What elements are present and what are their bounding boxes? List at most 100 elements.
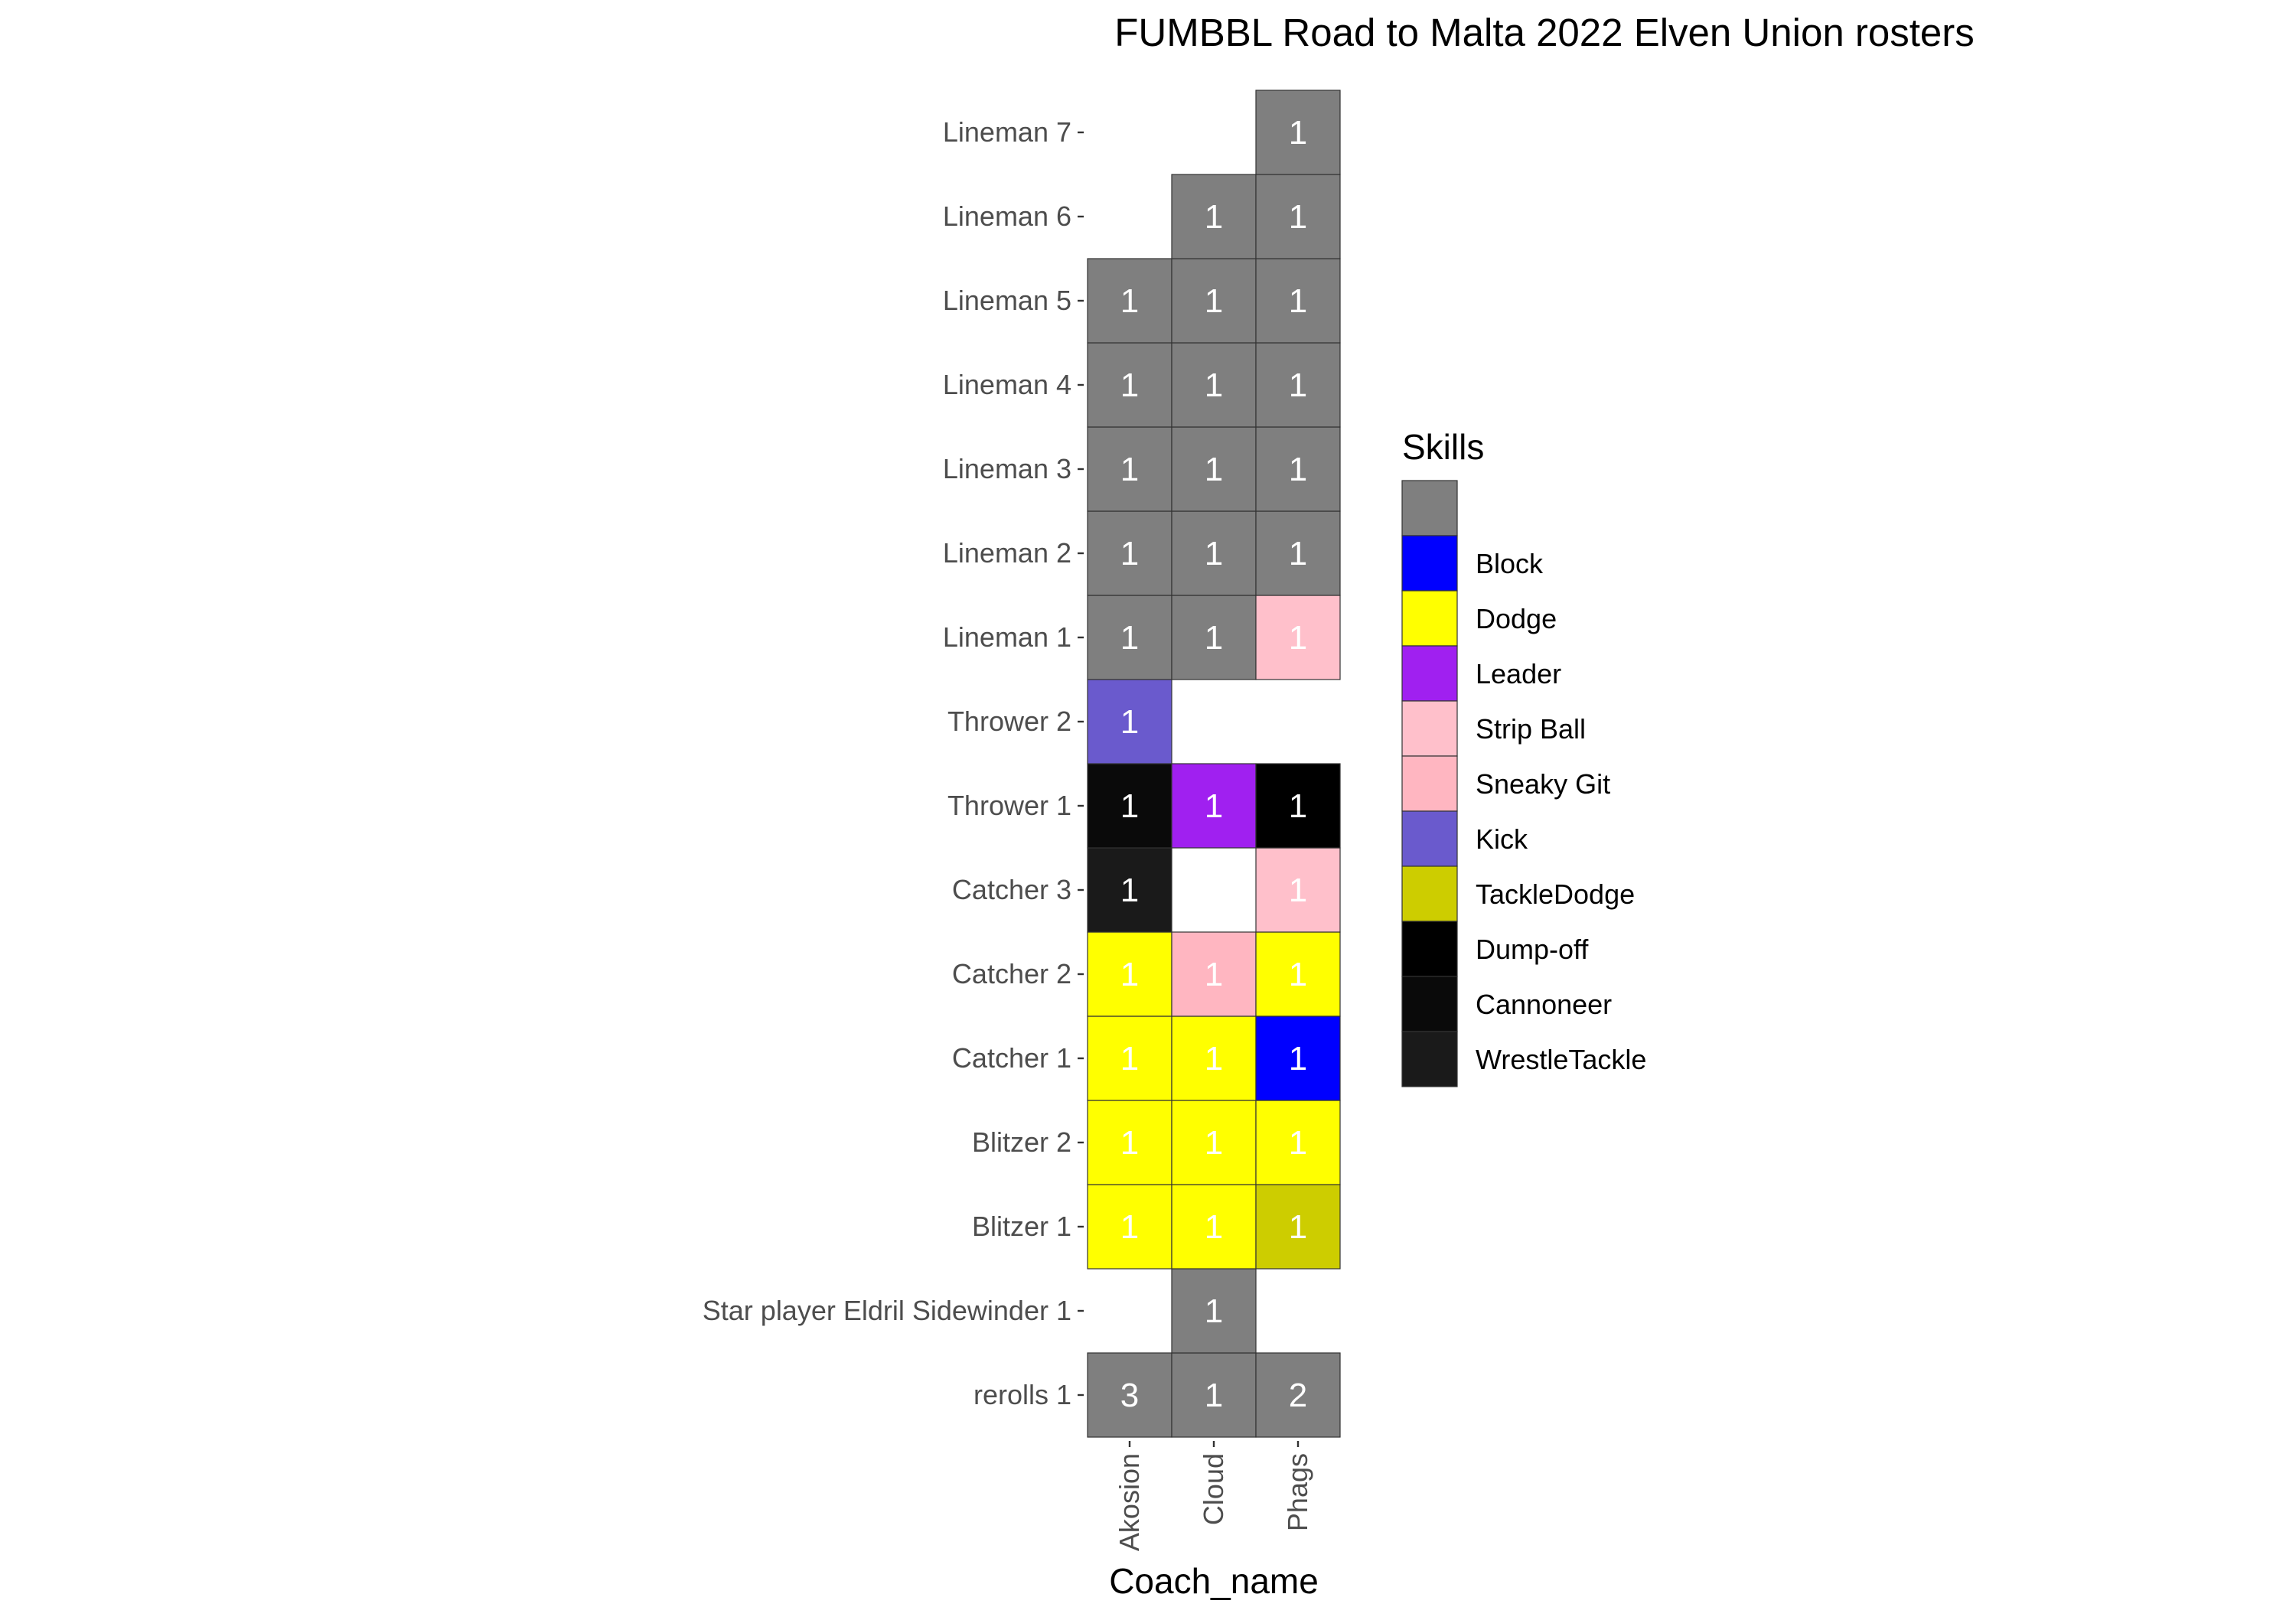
heatmap-cell-akosion-thrower-1	[1087, 763, 1172, 849]
y-tick-label: Lineman 5	[943, 285, 1071, 316]
heatmap-cell-phags-blitzer-1	[1255, 1184, 1341, 1270]
heatmap-cell-phags-catcher-3	[1255, 847, 1341, 933]
heatmap-cell-akosion-catcher-3	[1087, 847, 1172, 933]
cell-value-label: 1	[1205, 451, 1223, 488]
y-tick-label: Lineman 6	[943, 200, 1071, 232]
legend-key	[1401, 976, 1458, 1032]
cell-value-label: 1	[1120, 535, 1139, 572]
legend-label: Strip Ball	[1476, 713, 1586, 745]
cell-value-label: 1	[1289, 282, 1307, 320]
cell-value-label: 1	[1289, 1208, 1307, 1246]
heatmap-cell-cloud-catcher-1	[1171, 1015, 1257, 1101]
cell-value-label: 1	[1205, 787, 1223, 825]
cell-value-label: 1	[1120, 282, 1139, 320]
legend-key	[1401, 810, 1458, 867]
y-tick-label: Lineman 7	[943, 116, 1071, 148]
legend-label: WrestleTackle	[1476, 1044, 1646, 1075]
heatmap-cell-akosion-blitzer-2	[1087, 1100, 1172, 1185]
heatmap-cell-phags-lineman-2	[1255, 510, 1341, 596]
y-tick-label: Lineman 4	[943, 369, 1071, 400]
cell-value-label: 1	[1120, 1124, 1139, 1162]
y-axis: rerolls 1 Star player Eldril Sidewinder 1…	[703, 116, 1084, 1410]
cell-value-label: 1	[1205, 1124, 1223, 1162]
x-tick-label: Akosion	[1114, 1453, 1145, 1551]
legend-key	[1401, 480, 1458, 536]
y-tick-label: Lineman 3	[943, 453, 1071, 484]
legend-key	[1401, 645, 1458, 702]
cell-value-label: 1	[1205, 535, 1223, 572]
cell-value-label: 1	[1289, 787, 1307, 825]
cell-value-label: 2	[1289, 1377, 1307, 1414]
cell-value-label: 1	[1120, 787, 1139, 825]
legend-key	[1401, 755, 1458, 812]
heatmap-cell-phags-rerolls-1	[1255, 1352, 1341, 1438]
cell-value-label: 1	[1289, 872, 1307, 909]
legend-label: Leader	[1476, 658, 1561, 689]
heatmap-cell-cloud-star-player-eldril-sidewinder-1	[1171, 1268, 1257, 1354]
cell-value-label: 1	[1205, 1377, 1223, 1414]
cell-value-label: 1	[1120, 1040, 1139, 1077]
cell-value-label: 1	[1205, 1208, 1223, 1246]
cell-value-label: 1	[1120, 956, 1139, 993]
cell-value-label: 1	[1205, 1040, 1223, 1077]
x-axis-title: Coach_name	[1109, 1561, 1319, 1601]
heatmap-cell-cloud-lineman-6	[1171, 174, 1257, 259]
y-tick-label: Catcher 3	[952, 874, 1071, 905]
legend-key	[1401, 535, 1458, 592]
heatmap-cell-cloud-catcher-2	[1171, 931, 1257, 1017]
cell-value-label: 1	[1289, 198, 1307, 236]
cell-value-label: 1	[1205, 1292, 1223, 1330]
heatmap-cell-cloud-rerolls-1	[1171, 1352, 1257, 1438]
chart-title: FUMBBL Road to Malta 2022 Elven Union ro…	[1114, 11, 1974, 54]
heatmap-cell-phags-lineman-7	[1255, 90, 1341, 175]
legend-label: TackleDodge	[1476, 878, 1635, 910]
heatmap-cell-cloud-thrower-1	[1171, 763, 1257, 849]
cell-value-label: 3	[1120, 1377, 1139, 1414]
legend-label: Cannoneer	[1476, 989, 1612, 1020]
cell-value-label: 1	[1120, 619, 1139, 657]
legend-key	[1401, 865, 1458, 922]
heatmap-cell-phags-lineman-1	[1255, 595, 1341, 680]
heatmap-cell-phags-lineman-4	[1255, 342, 1341, 428]
cell-value-label: 1	[1120, 451, 1139, 488]
heatmap-cells: 3 1 2 1 1 1 1 1 1 1 1 1 1 1 1 1 1 1 1 1 1 1 1 1 1 1 1 1 1 1 1 1 1 1 1 1 1 1 1 1	[1087, 90, 1341, 1438]
heatmap-cell-akosion-rerolls-1	[1087, 1352, 1172, 1438]
x-tick-label: Phags	[1282, 1453, 1313, 1531]
y-tick-label: Catcher 2	[952, 958, 1071, 989]
legend-label: Kick	[1476, 823, 1528, 855]
heatmap-cell-akosion-blitzer-1	[1087, 1184, 1172, 1270]
cell-value-label: 1	[1120, 367, 1139, 404]
cell-value-label: 1	[1289, 1040, 1307, 1077]
y-tick-label: Blitzer 2	[972, 1126, 1071, 1158]
legend-key	[1401, 1031, 1458, 1087]
y-tick-label: Star player Eldril Sidewinder 1	[703, 1295, 1071, 1326]
heatmap-cell-cloud-lineman-2	[1171, 510, 1257, 596]
heatmap-cell-phags-catcher-2	[1255, 931, 1341, 1017]
cell-value-label: 1	[1120, 1208, 1139, 1246]
legend-label: Dodge	[1476, 603, 1557, 634]
legend-label: Block	[1476, 548, 1544, 579]
cell-value-label: 1	[1289, 451, 1307, 488]
cell-value-label: 1	[1289, 956, 1307, 993]
cell-value-label: 1	[1205, 367, 1223, 404]
cell-value-label: 1	[1205, 282, 1223, 320]
cell-value-label: 1	[1289, 114, 1307, 152]
legend-label: Sneaky Git	[1476, 768, 1610, 800]
legend: Skills Block Dodge Leader Strip Ball Sneaky …	[1401, 427, 1646, 1087]
heatmap-cell-phags-blitzer-2	[1255, 1100, 1341, 1185]
cell-value-label: 1	[1289, 367, 1307, 404]
legend-key	[1401, 700, 1458, 757]
y-tick-label: rerolls 1	[974, 1379, 1071, 1410]
x-axis: Akosion Cloud Phags	[1114, 1441, 1313, 1551]
cell-value-label: 1	[1289, 619, 1307, 657]
cell-value-label: 1	[1205, 198, 1223, 236]
legend-key	[1401, 590, 1458, 647]
y-tick-label: Thrower 1	[947, 790, 1071, 821]
heatmap-cell-akosion-lineman-5	[1087, 258, 1172, 344]
x-tick-label: Cloud	[1198, 1453, 1229, 1525]
y-tick-label: Lineman 2	[943, 537, 1071, 569]
heatmap-cell-cloud-lineman-5	[1171, 258, 1257, 344]
cell-value-label: 1	[1289, 1124, 1307, 1162]
heatmap-cell-phags-thrower-1	[1255, 763, 1341, 849]
